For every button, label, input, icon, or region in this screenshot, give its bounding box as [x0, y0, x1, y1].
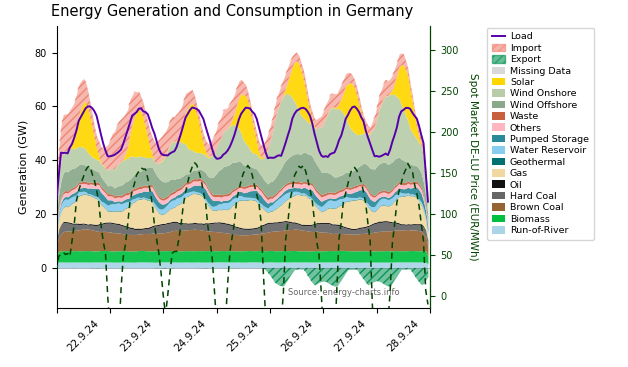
Legend: Load, Import, Export, Missing Data, Solar, Wind Onshore, Wind Offshore, Waste, O: Load, Import, Export, Missing Data, Sola…: [487, 28, 593, 240]
Text: 24.9.24: 24.9.24: [172, 318, 208, 353]
Text: Source: energy-charts.info: Source: energy-charts.info: [288, 288, 400, 297]
Text: Energy Generation and Consumption in Germany: Energy Generation and Consumption in Ger…: [51, 4, 413, 19]
Text: 28.9.24: 28.9.24: [386, 318, 421, 353]
Text: 22.9.24: 22.9.24: [65, 318, 101, 353]
Text: 27.9.24: 27.9.24: [332, 318, 368, 353]
Text: 26.9.24: 26.9.24: [279, 318, 315, 353]
Text: 25.9.24: 25.9.24: [225, 318, 261, 353]
Y-axis label: Generation (GW): Generation (GW): [19, 120, 29, 214]
Y-axis label: Spot Market DE-LU Price (EUR/MWh): Spot Market DE-LU Price (EUR/MWh): [468, 73, 478, 261]
Text: 23.9.24: 23.9.24: [119, 318, 154, 353]
